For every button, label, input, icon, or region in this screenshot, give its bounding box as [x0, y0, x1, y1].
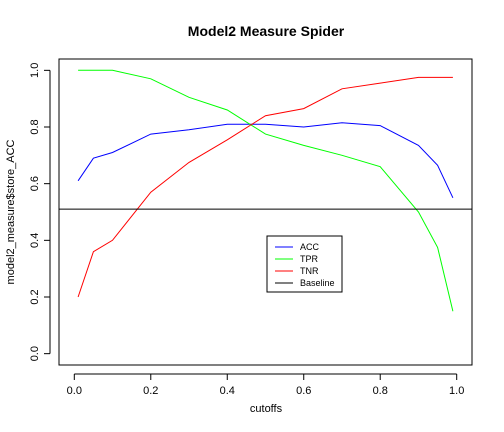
legend-label-acc: ACC	[300, 242, 320, 252]
series-line-tpr	[78, 69, 454, 312]
plot-frame	[58, 58, 473, 366]
x-axis-label: cutoffs	[250, 403, 283, 415]
legend-label-tpr: TPR	[300, 254, 319, 264]
y-tick-label: 0.8	[29, 119, 41, 134]
series-line-tnr	[77, 76, 453, 298]
series-layer	[59, 69, 472, 312]
legend-label-tnr: TNR	[300, 266, 319, 276]
y-tick-label: 0.4	[29, 233, 41, 248]
x-tick-label: 0.8	[373, 385, 388, 397]
y-axis: 0.0 0.2 0.4 0.6 0.8 1.0	[29, 63, 51, 361]
y-tick-label: 0.0	[29, 346, 41, 361]
legend-label-baseline: Baseline	[300, 278, 335, 288]
y-tick-label: 0.2	[29, 289, 41, 304]
x-tick-label: 0.2	[143, 385, 158, 397]
y-tick-label: 1.0	[29, 63, 41, 78]
y-axis-label: model2_measure$store_ACC	[5, 139, 17, 284]
x-tick-label: 0.4	[220, 385, 235, 397]
x-tick-label: 0.0	[67, 385, 82, 397]
series-line-acc	[77, 122, 454, 199]
legend: ACC TPR TNR Baseline	[266, 235, 343, 293]
chart-title: Model2 Measure Spider	[188, 23, 345, 39]
y-tick-label: 0.6	[29, 176, 41, 191]
x-tick-label: 0.6	[296, 385, 311, 397]
x-axis: 0.0 0.2 0.4 0.6 0.8 1.0	[67, 373, 464, 397]
x-tick-label: 1.0	[449, 385, 464, 397]
